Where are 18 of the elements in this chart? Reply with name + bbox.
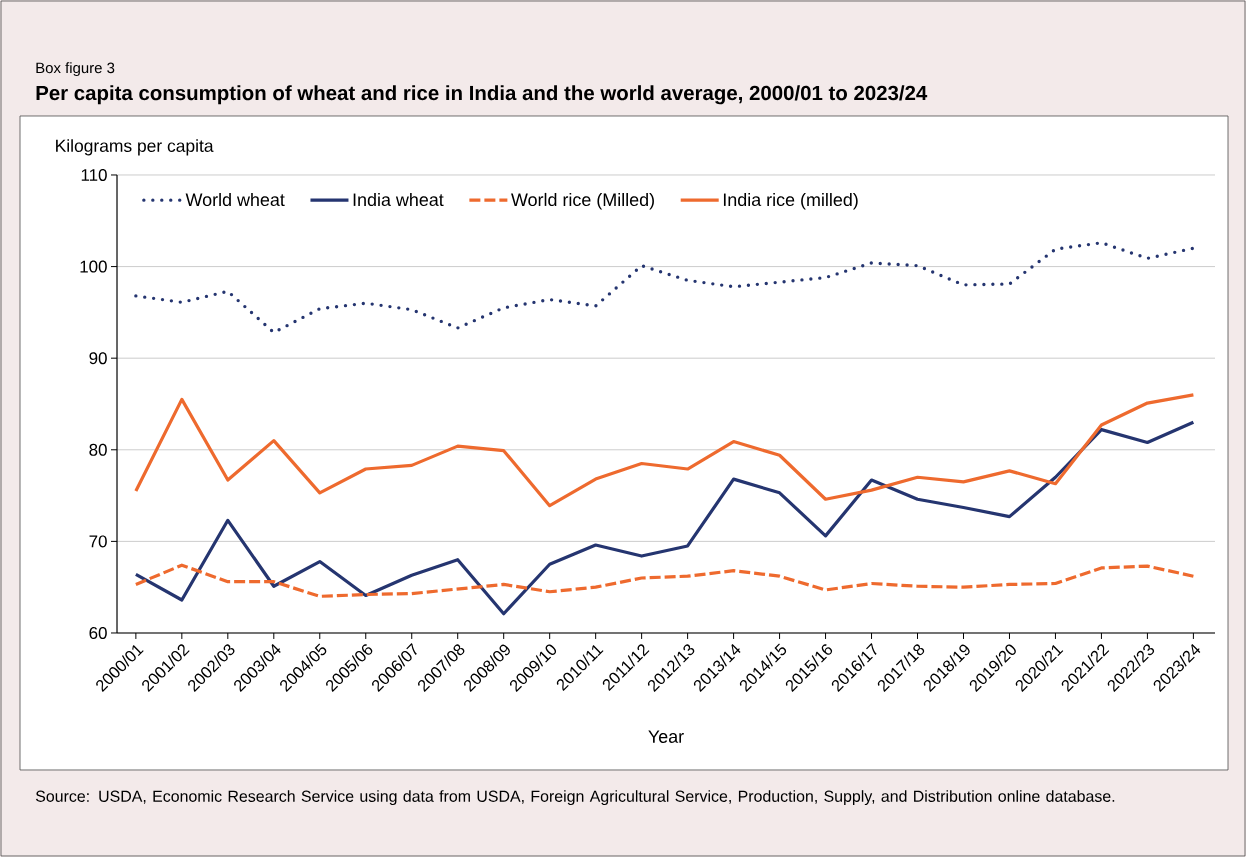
y-tick-label: 80 (89, 443, 107, 456)
y-tick-label: 70 (89, 535, 107, 548)
legend-label: World rice (Milled) (511, 192, 654, 210)
y-axis-title: Kilograms per capita (56, 139, 214, 156)
chart-title: Per capita consumption of wheat and rice in India and the world average, 2000/01 to 2023/24 (36, 85, 928, 105)
y-tick-label: 60 (89, 626, 107, 639)
y-tick-label: 110 (81, 168, 107, 181)
y-tick-label: 90 (89, 352, 107, 365)
legend-label: India wheat (353, 192, 444, 207)
line-series (134, 241, 1196, 335)
y-tick-label: 100 (80, 260, 107, 273)
text: Box figure 3 (36, 62, 115, 77)
line-series (134, 393, 1195, 508)
source-note: Source: USDA, Economic Research Service using data from USDA, Foreign Agricultural Service, Production, Supply, and Distribution online database. (35, 790, 1115, 806)
x-axis-title: Year (648, 730, 684, 743)
legend-label: India rice (milled) (723, 192, 858, 210)
line-series (134, 420, 1195, 616)
legend-label: World wheat (185, 192, 285, 207)
